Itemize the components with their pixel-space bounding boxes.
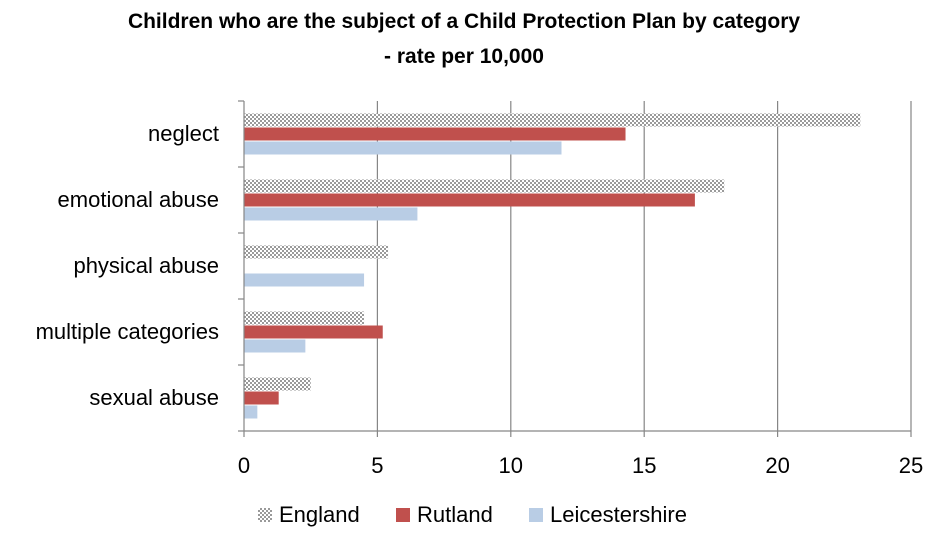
bar-rutland-multiple-categories [244, 325, 383, 339]
category-label-sexual-abuse: sexual abuse [89, 385, 219, 410]
x-tick-label-0: 0 [238, 453, 250, 478]
bar-rutland-neglect [244, 127, 626, 141]
legend-label-leicestershire: Leicestershire [550, 502, 687, 527]
gridlines [376, 101, 912, 431]
chart-title-line-2: - rate per 10,000 [384, 45, 544, 68]
bar-leicestershire-physical-abuse [244, 273, 365, 287]
x-tick-label-15: 15 [632, 453, 656, 478]
legend-label-england: England [279, 502, 360, 527]
axis-labels: 0 5 10 15 20 25 neglect emotional abuse physical… [36, 121, 924, 478]
bar-england-multiple-categories [244, 311, 365, 325]
x-tick-label-5: 5 [371, 453, 383, 478]
legend: England Rutland Leicestershire [258, 502, 687, 527]
axes [238, 100, 912, 437]
bar-leicestershire-emotional-abuse [244, 207, 418, 221]
bars [244, 113, 861, 419]
category-label-neglect: neglect [148, 121, 219, 146]
bar-leicestershire-neglect [244, 141, 562, 155]
legend-swatch-leicestershire [529, 508, 543, 522]
x-tick-label-10: 10 [499, 453, 523, 478]
legend-label-rutland: Rutland [417, 502, 493, 527]
bar-rutland-sexual-abuse [244, 391, 279, 405]
bar-england-sexual-abuse [244, 377, 311, 391]
bar-england-physical-abuse [244, 245, 389, 259]
x-tick-label-25: 25 [899, 453, 923, 478]
legend-swatch-england [258, 508, 272, 522]
category-label-emotional-abuse: emotional abuse [58, 187, 219, 212]
category-label-multiple-categories: multiple categories [36, 319, 219, 344]
legend-swatch-rutland [396, 508, 410, 522]
bar-leicestershire-multiple-categories [244, 339, 306, 353]
bar-england-emotional-abuse [244, 179, 725, 193]
bar-leicestershire-sexual-abuse [244, 405, 258, 419]
category-label-physical-abuse: physical abuse [73, 253, 219, 278]
x-tick-label-20: 20 [765, 453, 789, 478]
bar-england-neglect [244, 113, 861, 127]
chart-title-line-1: Children who are the subject of a Child … [127, 10, 801, 33]
bar-rutland-emotional-abuse [244, 193, 695, 207]
